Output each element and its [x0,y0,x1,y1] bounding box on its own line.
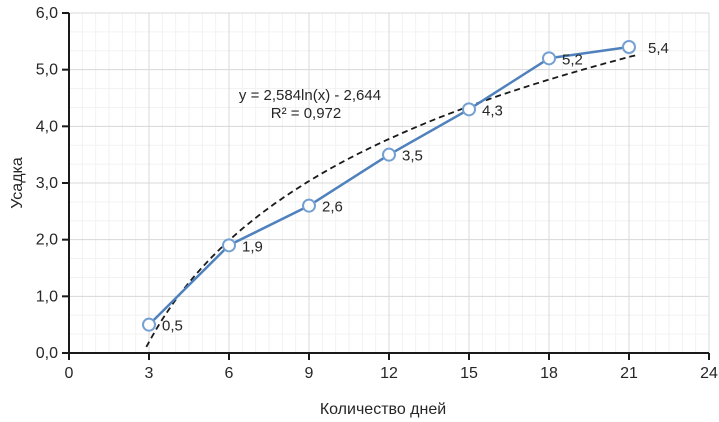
y-tick-label: 3,0 [36,175,58,192]
data-point-marker [382,147,396,162]
y-tick-label: 6,0 [36,5,58,22]
data-point-label: 1,9 [242,238,263,255]
r-squared-label: R² = 0,972 [271,105,341,122]
data-point-label: 5,4 [648,40,669,57]
trendline-equation-label: y = 2,584ln(x) - 2,644 [239,87,381,104]
x-tick-label: 21 [620,365,638,382]
x-tick-label: 0 [65,365,74,382]
data-point-marker [462,102,476,117]
y-tick-label: 4,0 [36,118,58,135]
y-axis-tick-labels: 0,0 1,0 2,0 3,0 4,0 5,0 6,0 [36,5,58,362]
data-point-marker [542,51,556,66]
x-tick-label: 15 [460,365,478,382]
data-point-markers [142,40,636,332]
data-point-label: 3,5 [402,148,423,165]
x-tick-label: 12 [380,365,398,382]
data-point-label: 2,6 [322,199,343,216]
y-axis-title: Усадка [9,157,26,209]
data-point-label: 5,2 [562,51,583,68]
y-tick-label: 5,0 [36,62,58,79]
logarithmic-trendline [145,54,638,348]
axes [62,12,710,360]
data-point-label: 0,5 [162,318,183,335]
y-tick-label: 0,0 [36,345,58,362]
y-tick-label: 2,0 [36,232,58,249]
major-gridlines [69,12,710,353]
data-point-marker [302,198,316,213]
x-axis-title: Количество дней [320,401,446,418]
data-point-marker [222,238,236,253]
x-tick-label: 24 [700,365,718,382]
x-tick-label: 9 [305,365,314,382]
x-axis-tick-labels: 0 3 6 9 12 15 18 21 24 [65,365,718,382]
y-tick-label: 1,0 [36,288,58,305]
data-point-label: 4,3 [482,102,503,119]
x-tick-label: 3 [145,365,154,382]
x-tick-label: 18 [540,365,558,382]
data-point-marker [142,317,156,332]
x-tick-label: 6 [225,365,234,382]
data-point-labels: 0,5 1,9 2,6 3,5 4,3 5,2 5,4 [162,40,669,335]
data-point-marker [622,40,636,54]
